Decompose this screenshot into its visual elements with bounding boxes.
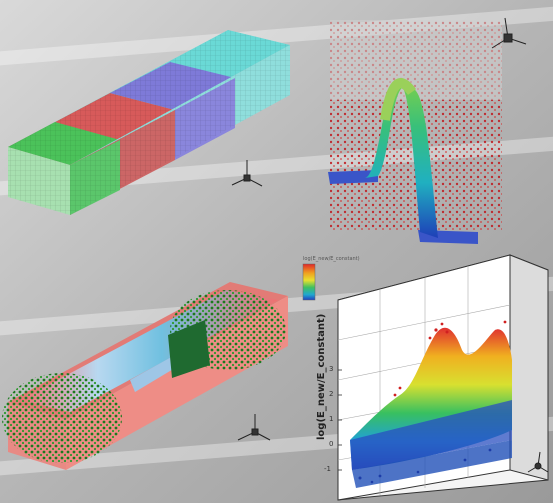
y-tick-label: 1: [329, 415, 334, 423]
y-tick-label: -1: [324, 465, 331, 473]
y-axis-label: log(E_new/E_constant): [316, 313, 327, 440]
axis-triad-icon: [527, 451, 549, 473]
mesh-bar-3d: [8, 30, 290, 215]
y-tick-label: 3: [329, 365, 334, 373]
particle-cloud-plot: [328, 20, 502, 244]
color-legend: [302, 263, 316, 301]
axis-triad-icon: [237, 414, 271, 441]
y-axis-ticks: [338, 369, 342, 471]
axis-triad-icon: [491, 17, 527, 49]
surface-plot-3d: [337, 254, 549, 501]
legend-title: log(E_new/E_constant): [303, 256, 360, 262]
particle-bar-3d: [2, 282, 288, 470]
axis-triad-icon: [231, 160, 263, 187]
y-tick-label: 2: [329, 390, 334, 398]
y-tick-label: 0: [329, 440, 334, 448]
